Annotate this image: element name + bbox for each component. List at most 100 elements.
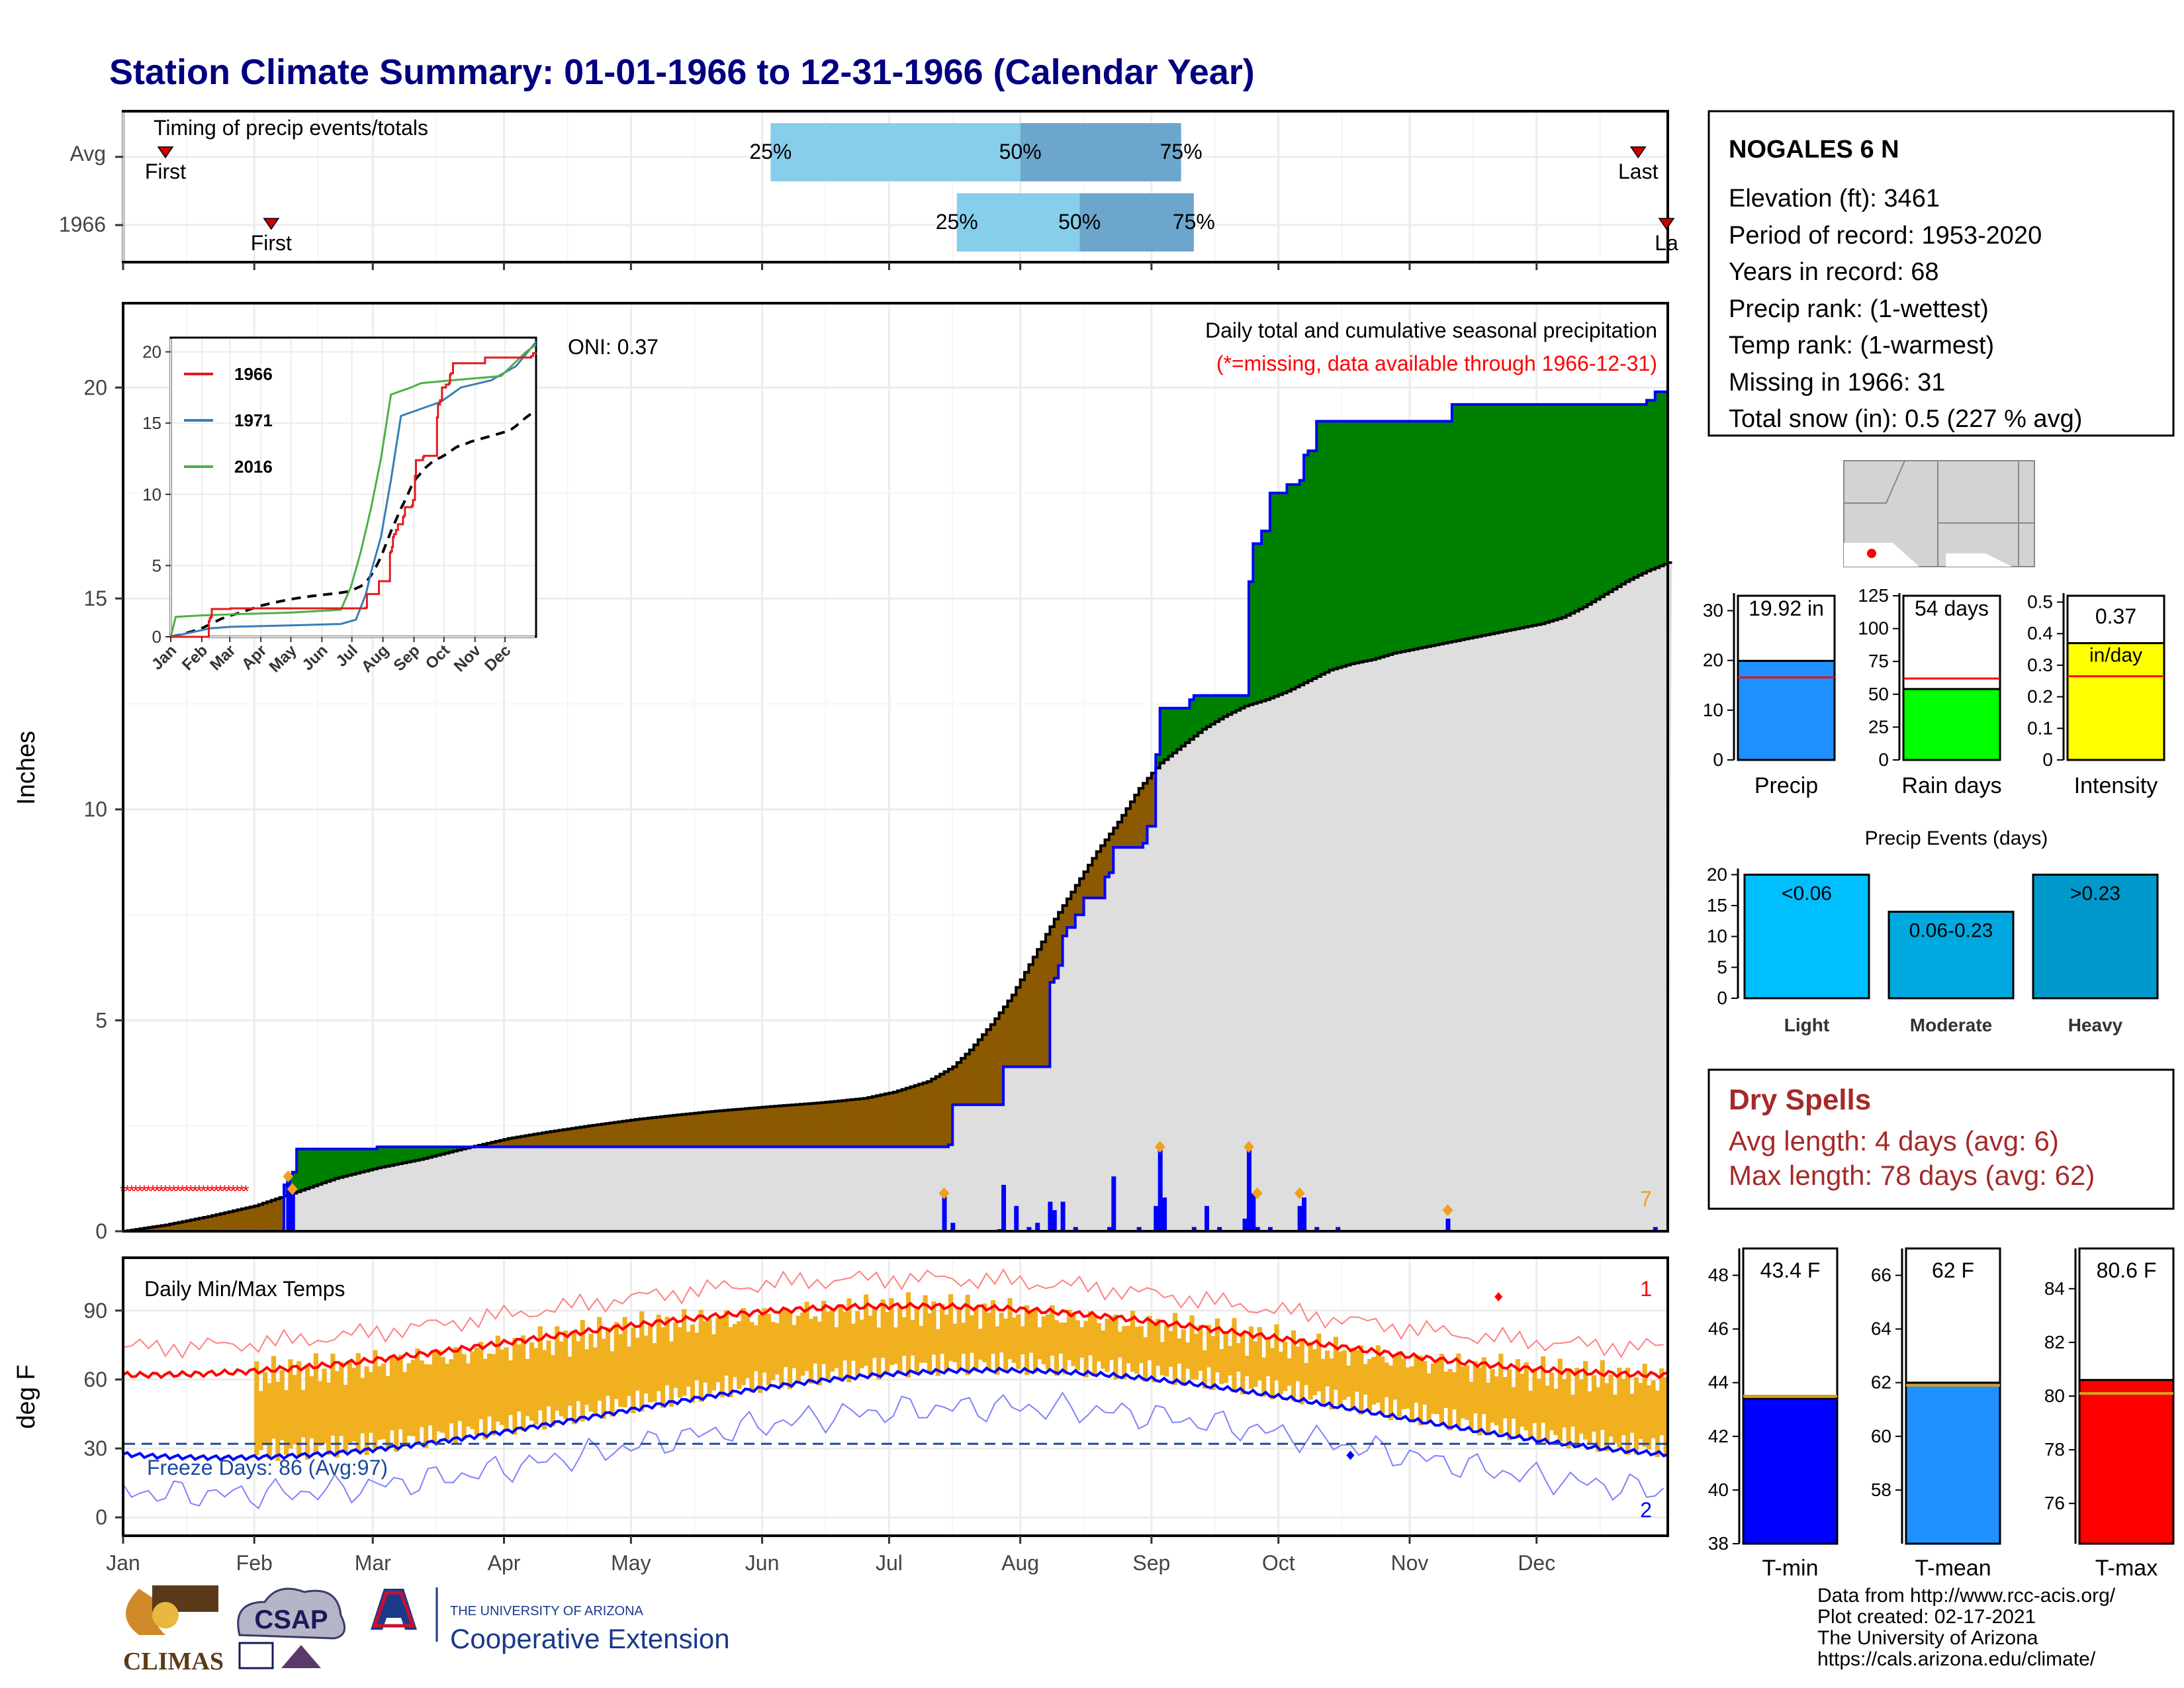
- temp-daily-bar: [410, 1360, 416, 1436]
- temp-daily-bar: [436, 1350, 441, 1432]
- csap-logo-text: CSAP: [254, 1605, 328, 1634]
- temp-daily-bar: [1591, 1375, 1597, 1432]
- timing-first-label: First: [145, 160, 186, 183]
- events-bar: [1743, 873, 1870, 1000]
- temp-daily-bar: [453, 1347, 458, 1444]
- events-category-label: Heavy: [2068, 1015, 2123, 1035]
- temp-daily-bar: [1312, 1349, 1318, 1395]
- precip-deficit-segment: [1122, 815, 1127, 848]
- temp-month-label: Nov: [1390, 1551, 1428, 1575]
- precip-surplus-segment: [1168, 708, 1173, 757]
- precip-daily-bar: [1048, 1201, 1053, 1231]
- precip-deficit-segment: [228, 1211, 234, 1231]
- precip-deficit-segment: [813, 1103, 818, 1147]
- temp-daily-bar: [288, 1359, 293, 1449]
- temp-daily-bar: [563, 1331, 569, 1419]
- events-range-label: 0.06-0.23: [1909, 919, 1993, 941]
- temp-daily-bar: [783, 1309, 788, 1368]
- temp-daily-bar: [1549, 1372, 1555, 1430]
- summary-value-label: 54 days: [1915, 596, 1989, 620]
- precip-surplus-segment: [1532, 404, 1537, 626]
- temp-daily-bar: [271, 1356, 277, 1439]
- precip-missing-marker: *: [179, 1181, 185, 1201]
- temp-daily-bar: [1316, 1333, 1322, 1391]
- precip-deficit-segment: [199, 1218, 205, 1231]
- summary-ytick-label: 30: [1703, 600, 1723, 621]
- precip-surplus-segment: [304, 1149, 310, 1189]
- temp-daily-bar: [1092, 1315, 1097, 1377]
- precip-deficit-segment: [1092, 858, 1097, 898]
- precip-surplus-segment: [330, 1149, 336, 1180]
- precip-missing-note: (*=missing, data available through 1966-…: [1216, 352, 1657, 375]
- precip-ylabel: Inches: [13, 731, 40, 805]
- timing-row-avg: Avg: [69, 142, 106, 165]
- precip-deficit-segment: [495, 1141, 500, 1147]
- precip-missing-marker: *: [213, 1181, 220, 1201]
- precip-deficit-segment: [673, 1115, 678, 1147]
- temp-daily-bar: [1600, 1360, 1605, 1430]
- precip-deficit-segment: [897, 1090, 903, 1147]
- precip-surplus-segment: [343, 1149, 348, 1177]
- precip-deficit-segment: [576, 1127, 581, 1147]
- precip-deficit-segment: [588, 1125, 594, 1147]
- precip-surplus-segment: [1617, 404, 1622, 587]
- tsummary-frame: [1742, 1247, 1839, 1400]
- temp-daily-bar: [1325, 1350, 1330, 1387]
- precip-deficit-segment: [597, 1124, 602, 1147]
- temp-daily-bar: [1388, 1365, 1394, 1421]
- precip-daily-bar: [1158, 1147, 1163, 1231]
- temp-daily-bar: [779, 1310, 784, 1388]
- precip-event-diamond: [1294, 1187, 1305, 1199]
- summary-value-label: 0.37: [2095, 604, 2136, 628]
- precip-surplus-segment: [318, 1149, 323, 1185]
- temp-daily-bar: [1359, 1345, 1364, 1415]
- inset-legend-label: 1971: [234, 410, 273, 430]
- page-title: Station Climate Summary: 01-01-1966 to 1…: [109, 52, 1255, 92]
- precip-surplus-segment: [1405, 421, 1410, 651]
- temp-daily-bar: [656, 1315, 661, 1391]
- temp-daily-bar: [1083, 1321, 1089, 1378]
- precip-deficit-segment: [537, 1133, 543, 1147]
- precip-surplus-segment: [1638, 404, 1643, 576]
- temp-daily-bar: [1520, 1374, 1525, 1427]
- precip-corner-count: 7: [1640, 1187, 1652, 1211]
- tsummary-ytick-label: 76: [2044, 1493, 2065, 1513]
- summary-ytick-label: 0: [1713, 749, 1723, 770]
- temp-summary-t-mean: 58 60 62 64 66 62 F T-mean: [1871, 1247, 2001, 1581]
- timing-row-year: 1966: [59, 212, 106, 236]
- temp-daily-bar: [948, 1294, 954, 1361]
- precip-surplus-segment: [1283, 492, 1288, 693]
- temp-daily-bar: [1371, 1356, 1377, 1405]
- temp-daily-bar: [546, 1340, 551, 1407]
- tsummary-ytick-label: 66: [1871, 1265, 1891, 1286]
- precip-daily-bar: [1136, 1227, 1142, 1231]
- temp-daily-bar: [1202, 1350, 1207, 1389]
- temp-daily-bar: [1210, 1336, 1216, 1390]
- precip-deficit-segment: [1105, 839, 1110, 877]
- precip-surplus-segment: [1325, 421, 1330, 673]
- precip-deficit-segment: [250, 1207, 255, 1231]
- temp-daily-bar: [402, 1372, 408, 1447]
- precip-surplus-segment: [1511, 404, 1516, 630]
- precip-surplus-segment: [1380, 421, 1385, 657]
- precip-surplus-segment: [1164, 708, 1169, 760]
- precip-deficit-segment: [550, 1131, 555, 1147]
- temp-daily-bar: [1244, 1356, 1250, 1377]
- temp-daily-bar: [351, 1368, 357, 1442]
- temp-ytick-label: 90: [83, 1299, 107, 1323]
- temp-daily-bar: [1054, 1320, 1059, 1376]
- temp-daily-bar: [461, 1354, 467, 1440]
- ua-small-text: THE UNIVERSITY OF ARIZONA: [450, 1604, 644, 1618]
- temp-daily-bar: [1071, 1312, 1076, 1366]
- temp-daily-bar: [605, 1327, 611, 1396]
- precip-deficit-segment: [872, 1096, 877, 1147]
- temp-daily-bar: [1524, 1362, 1529, 1430]
- temp-daily-bar: [864, 1294, 869, 1366]
- precip-deficit-segment: [749, 1108, 754, 1147]
- precip-surplus-segment: [1346, 421, 1351, 665]
- temp-daily-bar: [1269, 1348, 1275, 1399]
- precip-daily-bar: [1162, 1197, 1167, 1231]
- temp-daily-bar: [969, 1315, 975, 1353]
- precip-surplus-segment: [368, 1149, 373, 1170]
- precip-deficit-segment: [817, 1103, 822, 1147]
